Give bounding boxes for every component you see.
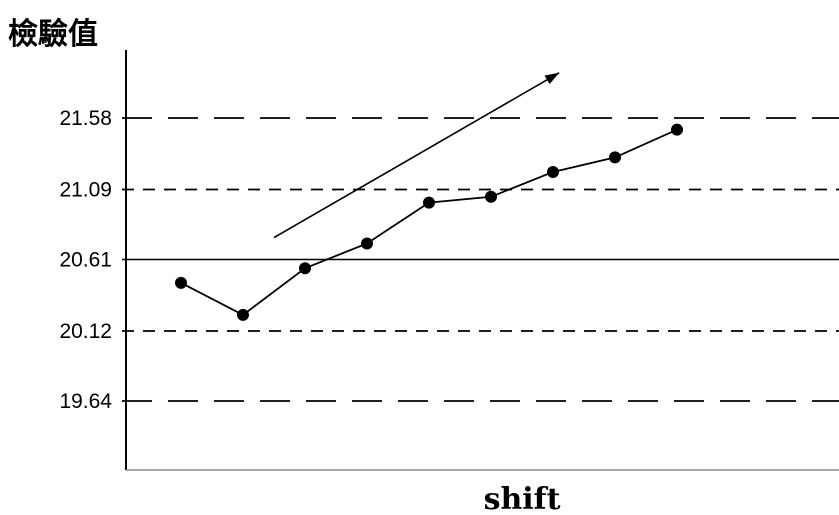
data-point — [671, 123, 683, 136]
data-point — [423, 196, 435, 209]
trend-arrow — [273, 72, 560, 239]
data-point — [609, 151, 621, 164]
x-axis-label: shift — [484, 482, 561, 515]
y-tick-label: 21.58 — [59, 107, 112, 130]
data-point — [361, 237, 373, 250]
data-point — [175, 276, 187, 289]
series-line — [180, 128, 678, 316]
reference-lines — [122, 117, 839, 402]
trend-line — [273, 72, 560, 239]
data-point — [485, 190, 497, 203]
y-tick-label: 19.64 — [59, 390, 112, 413]
y-axis-label: 檢驗值 — [8, 17, 98, 52]
y-tick-label: 20.12 — [59, 320, 112, 343]
y-tick-labels: 21.58 21.09 20.61 20.12 19.64 — [59, 107, 112, 413]
data-point — [547, 165, 559, 178]
trend-arrowhead — [544, 72, 560, 85]
data-point — [299, 262, 311, 275]
data-series — [175, 123, 683, 321]
y-tick-label: 21.09 — [59, 178, 112, 201]
y-tick-label: 20.61 — [59, 249, 112, 272]
data-point — [237, 308, 249, 321]
